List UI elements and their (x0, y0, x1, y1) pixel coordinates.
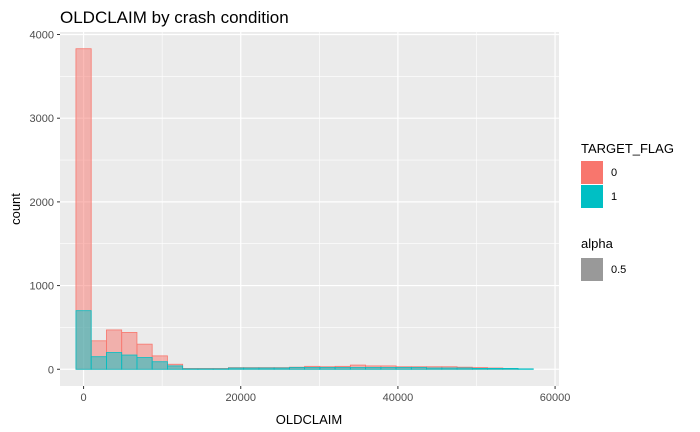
series-1-bars (75, 310, 534, 370)
y-tick-label: 4000 (30, 30, 54, 42)
y-axis: 0 1000 2000 3000 4000 (30, 30, 60, 376)
bar-series-1-bin-12 (258, 367, 275, 370)
bar-series-1-bin-28 (502, 368, 519, 370)
bar-series-1-bin-18 (349, 367, 367, 370)
bar-series-1-bin-3 (121, 354, 138, 370)
bar-series-1-bin-27 (487, 368, 504, 370)
bar-series-1-bin-26 (471, 368, 488, 370)
legend-label-1: 1 (611, 191, 617, 203)
legend-key-1 (581, 185, 603, 208)
y-tick-label: 0 (48, 364, 54, 376)
bar-series-1-bin-4 (136, 357, 153, 370)
bar-series-1-bin-25 (456, 367, 473, 370)
bar-series-1-bin-21 (395, 367, 412, 370)
y-tick-label: 1000 (30, 281, 54, 293)
bar-series-1-bin-10 (228, 367, 245, 370)
x-tick-label: 20000 (225, 392, 256, 404)
bar-series-1-bin-1 (90, 356, 107, 370)
y-tick-label: 3000 (30, 113, 54, 125)
x-tick-label: 0 (81, 392, 87, 404)
legend-fill-title: TARGET_FLAG (581, 141, 674, 156)
x-axis-title: OLDCLAIM (276, 412, 342, 427)
bar-series-1-bin-24 (441, 367, 458, 370)
legend-key-0 (581, 161, 603, 184)
bar-series-1-bin-20 (380, 367, 397, 370)
bar-series-1-bin-16 (319, 367, 336, 370)
y-tick-label: 2000 (30, 197, 54, 209)
bar-series-1-bin-14 (288, 367, 306, 370)
bar-series-1-bin-23 (426, 367, 443, 370)
bar-series-1-bin-5 (151, 361, 168, 370)
x-tick-label: 60000 (540, 392, 571, 404)
bar-series-1-bin-15 (304, 367, 321, 370)
bar-series-1-bin-2 (106, 352, 123, 370)
legend-label-0: 0 (611, 167, 617, 179)
bar-series-1-bin-0 (75, 310, 92, 370)
bar-series-1-bin-13 (273, 367, 290, 370)
x-tick-label: 40000 (383, 392, 414, 404)
bar-series-1-bin-17 (334, 367, 351, 370)
plot-panel (60, 32, 559, 386)
bar-series-1-bin-11 (243, 367, 260, 370)
y-axis-title: count (8, 193, 23, 225)
legend-entry-0: 0 (581, 161, 617, 184)
grid-minor (60, 32, 559, 386)
bar-series-1-bin-9 (212, 368, 229, 370)
legend-alpha-title: alpha (581, 236, 614, 251)
legend-entry-alpha: 0.5 (581, 258, 626, 281)
bar-series-1-bin-6 (167, 365, 184, 370)
legend: TARGET_FLAG 0 1 alpha 0.5 (581, 141, 674, 281)
legend-entry-1: 1 (581, 185, 617, 208)
legend-key-alpha (581, 258, 603, 281)
bar-series-1-bin-29 (517, 368, 534, 370)
legend-label-alpha: 0.5 (611, 264, 626, 276)
bar-series-1-bin-19 (365, 367, 382, 370)
bar-series-1-bin-7 (182, 368, 199, 370)
bar-series-1-bin-22 (410, 367, 427, 370)
bar-series-1-bin-8 (197, 368, 214, 370)
chart-title: OLDCLAIM by crash condition (60, 8, 289, 27)
x-axis: 0 20000 40000 60000 (81, 386, 571, 404)
